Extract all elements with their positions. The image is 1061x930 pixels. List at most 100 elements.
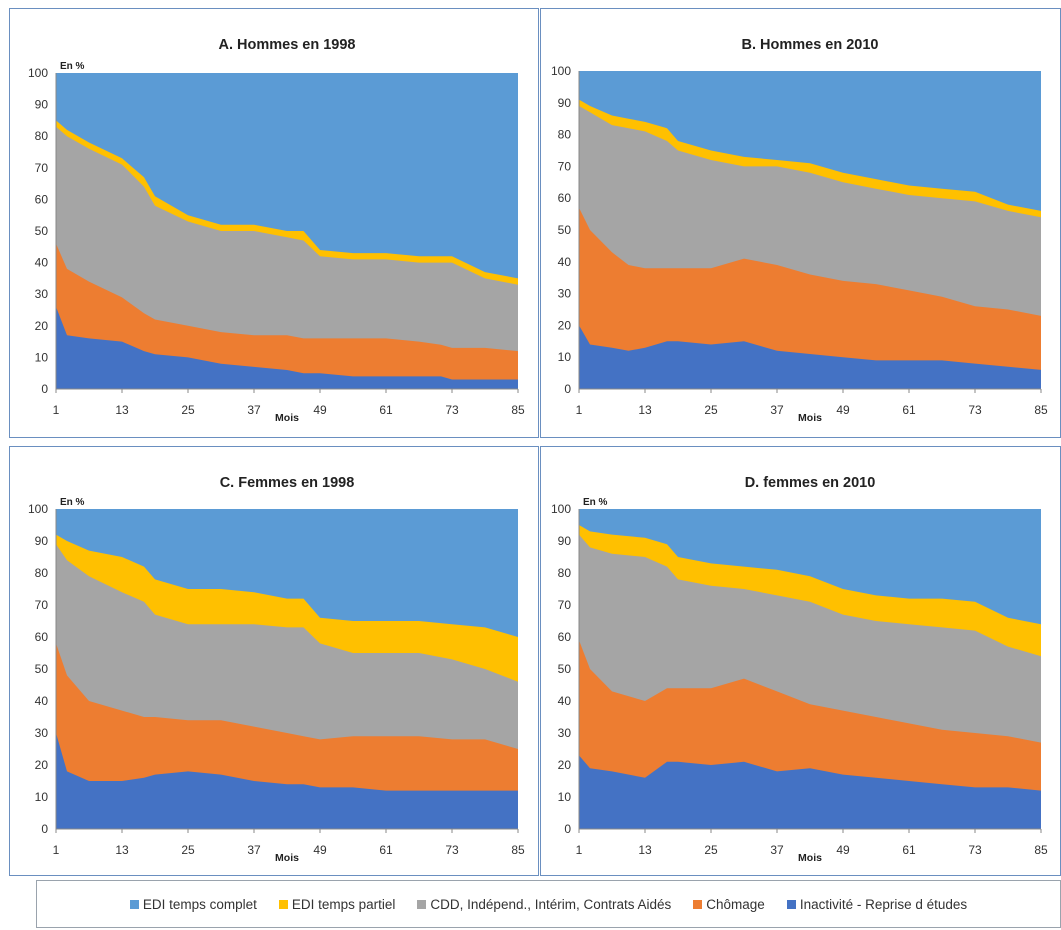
y-tick-label: 50 <box>35 224 49 238</box>
y-tick-label: 40 <box>558 694 572 708</box>
area-inactivite-reprise-d-etudes <box>579 755 1041 829</box>
chart-title: B. Hommes en 2010 <box>741 37 878 53</box>
x-tick-label: 61 <box>902 403 916 417</box>
chart-title: C. Femmes en 1998 <box>220 475 355 491</box>
y-tick-label: 20 <box>35 319 49 333</box>
legend-item-inactivite: Inactivité - Reprise d études <box>786 896 968 912</box>
x-tick-label: 61 <box>379 403 393 417</box>
chart-legend: EDI temps complet EDI temps partiel CDD,… <box>36 880 1061 928</box>
y-tick-label: 30 <box>558 726 572 740</box>
y-tick-label: 70 <box>558 159 572 173</box>
x-tick-label: 37 <box>770 843 784 857</box>
y-tick-label: 40 <box>35 694 49 708</box>
x-tick-label: 73 <box>968 403 982 417</box>
y-tick-label: 10 <box>35 350 49 364</box>
y-tick-label: 80 <box>558 566 572 580</box>
legend-swatch <box>786 899 796 909</box>
x-axis-label: Mois <box>798 412 822 424</box>
y-axis-label: En % <box>60 497 85 508</box>
legend-item-chomage: Chômage <box>693 897 765 912</box>
legend-label: Inactivité - Reprise d études <box>799 896 968 912</box>
legend-swatch <box>693 899 703 909</box>
chart-title: D. femmes en 2010 <box>745 475 876 491</box>
y-tick-label: 50 <box>558 662 572 676</box>
y-tick-label: 70 <box>558 598 572 612</box>
x-axis-label: Mois <box>275 412 299 424</box>
x-tick-label: 49 <box>836 843 850 857</box>
x-tick-label: 25 <box>704 403 718 417</box>
y-tick-label: 80 <box>35 129 49 143</box>
x-tick-label: 37 <box>247 403 261 417</box>
y-tick-label: 30 <box>558 287 572 301</box>
legend-label: CDD, Indépend., Intérim, Contrats Aidés <box>430 896 672 912</box>
y-tick-label: 30 <box>35 726 49 740</box>
chart-c-svg: C. Femmes en 1998 En % 0 10 20 30 40 50 60 70 80 90… <box>28 475 525 864</box>
y-tick-label: 40 <box>35 256 49 270</box>
x-axis-label: Mois <box>275 852 299 864</box>
chart-title: A. Hommes en 1998 <box>218 37 355 53</box>
legend-label: EDI temps partiel <box>291 896 396 912</box>
y-tick-label: 60 <box>558 191 572 205</box>
x-tick-label: 13 <box>115 843 129 857</box>
y-tick-label: 90 <box>558 96 572 110</box>
y-tick-label: 0 <box>564 822 571 836</box>
x-tick-label: 1 <box>576 843 583 857</box>
x-tick-label: 73 <box>445 843 459 857</box>
x-tick-label: 85 <box>511 843 525 857</box>
y-tick-label: 80 <box>35 566 49 580</box>
y-tick-label: 50 <box>35 662 49 676</box>
y-tick-label: 60 <box>35 630 49 644</box>
chart-b-svg: B. Hommes en 2010 0 10 20 30 40 50 60 70 80 90 100 1… <box>551 37 1048 424</box>
y-tick-label: 30 <box>35 287 49 301</box>
y-tick-label: 50 <box>558 223 572 237</box>
x-tick-label: 13 <box>638 843 652 857</box>
chart-panel-a: A. Hommes en 1998 En % 0 10 20 30 40 50 60 70 80 90… <box>9 8 539 438</box>
area-chomage <box>56 243 518 389</box>
y-tick-label: 20 <box>558 318 572 332</box>
chart-a-svg: A. Hommes en 1998 En % 0 10 20 30 40 50 60 70 80 90… <box>28 37 525 424</box>
legend-label: EDI temps complet <box>142 896 257 912</box>
y-tick-label: 90 <box>35 534 49 548</box>
x-tick-label: 25 <box>704 843 718 857</box>
legend-item-cdd: CDD, Indépend., Intérim, Contrats Aidés <box>417 897 671 912</box>
chart-panel-d: D. femmes en 2010 En % 0 10 20 30 40 50 60 70 80 90… <box>540 446 1061 876</box>
x-tick-label: 25 <box>181 403 195 417</box>
y-tick-label: 100 <box>28 66 48 80</box>
area-inactivite-reprise-d-etudes <box>579 325 1041 389</box>
x-tick-label: 85 <box>1034 843 1048 857</box>
y-tick-label: 0 <box>41 382 48 396</box>
y-tick-label: 0 <box>41 822 48 836</box>
y-tick-label: 90 <box>558 534 572 548</box>
legend-swatch <box>417 899 427 909</box>
y-axis-label: En % <box>60 61 85 72</box>
legend-swatch <box>129 899 139 909</box>
x-tick-label: 25 <box>181 843 195 857</box>
legend-label: Chômage <box>706 896 765 912</box>
legend-swatch <box>278 899 288 909</box>
x-tick-label: 1 <box>576 403 583 417</box>
y-tick-label: 0 <box>564 382 571 396</box>
area-inactivite-reprise-d-etudes <box>56 733 518 829</box>
x-tick-label: 61 <box>902 843 916 857</box>
area-inactivite-reprise-d-etudes <box>56 306 518 389</box>
x-tick-label: 85 <box>511 403 525 417</box>
x-tick-label: 1 <box>53 843 60 857</box>
chart-d-svg: D. femmes en 2010 En % 0 10 20 30 40 50 60 70 80 90… <box>551 475 1048 864</box>
x-tick-label: 49 <box>313 843 327 857</box>
y-axis-label: En % <box>583 497 608 508</box>
y-tick-label: 20 <box>35 758 49 772</box>
x-tick-label: 49 <box>836 403 850 417</box>
y-tick-label: 100 <box>551 502 571 516</box>
x-tick-label: 37 <box>770 403 784 417</box>
x-tick-label: 37 <box>247 843 261 857</box>
x-tick-label: 13 <box>115 403 129 417</box>
x-tick-label: 13 <box>638 403 652 417</box>
x-axis-label: Mois <box>798 852 822 864</box>
x-tick-label: 49 <box>313 403 327 417</box>
x-tick-label: 61 <box>379 843 393 857</box>
y-tick-label: 10 <box>35 790 49 804</box>
chart-panel-b: B. Hommes en 2010 0 10 20 30 40 50 60 70 80 90 100 1… <box>540 8 1061 438</box>
x-tick-label: 73 <box>445 403 459 417</box>
y-tick-label: 10 <box>558 350 572 364</box>
y-tick-label: 90 <box>35 98 49 112</box>
